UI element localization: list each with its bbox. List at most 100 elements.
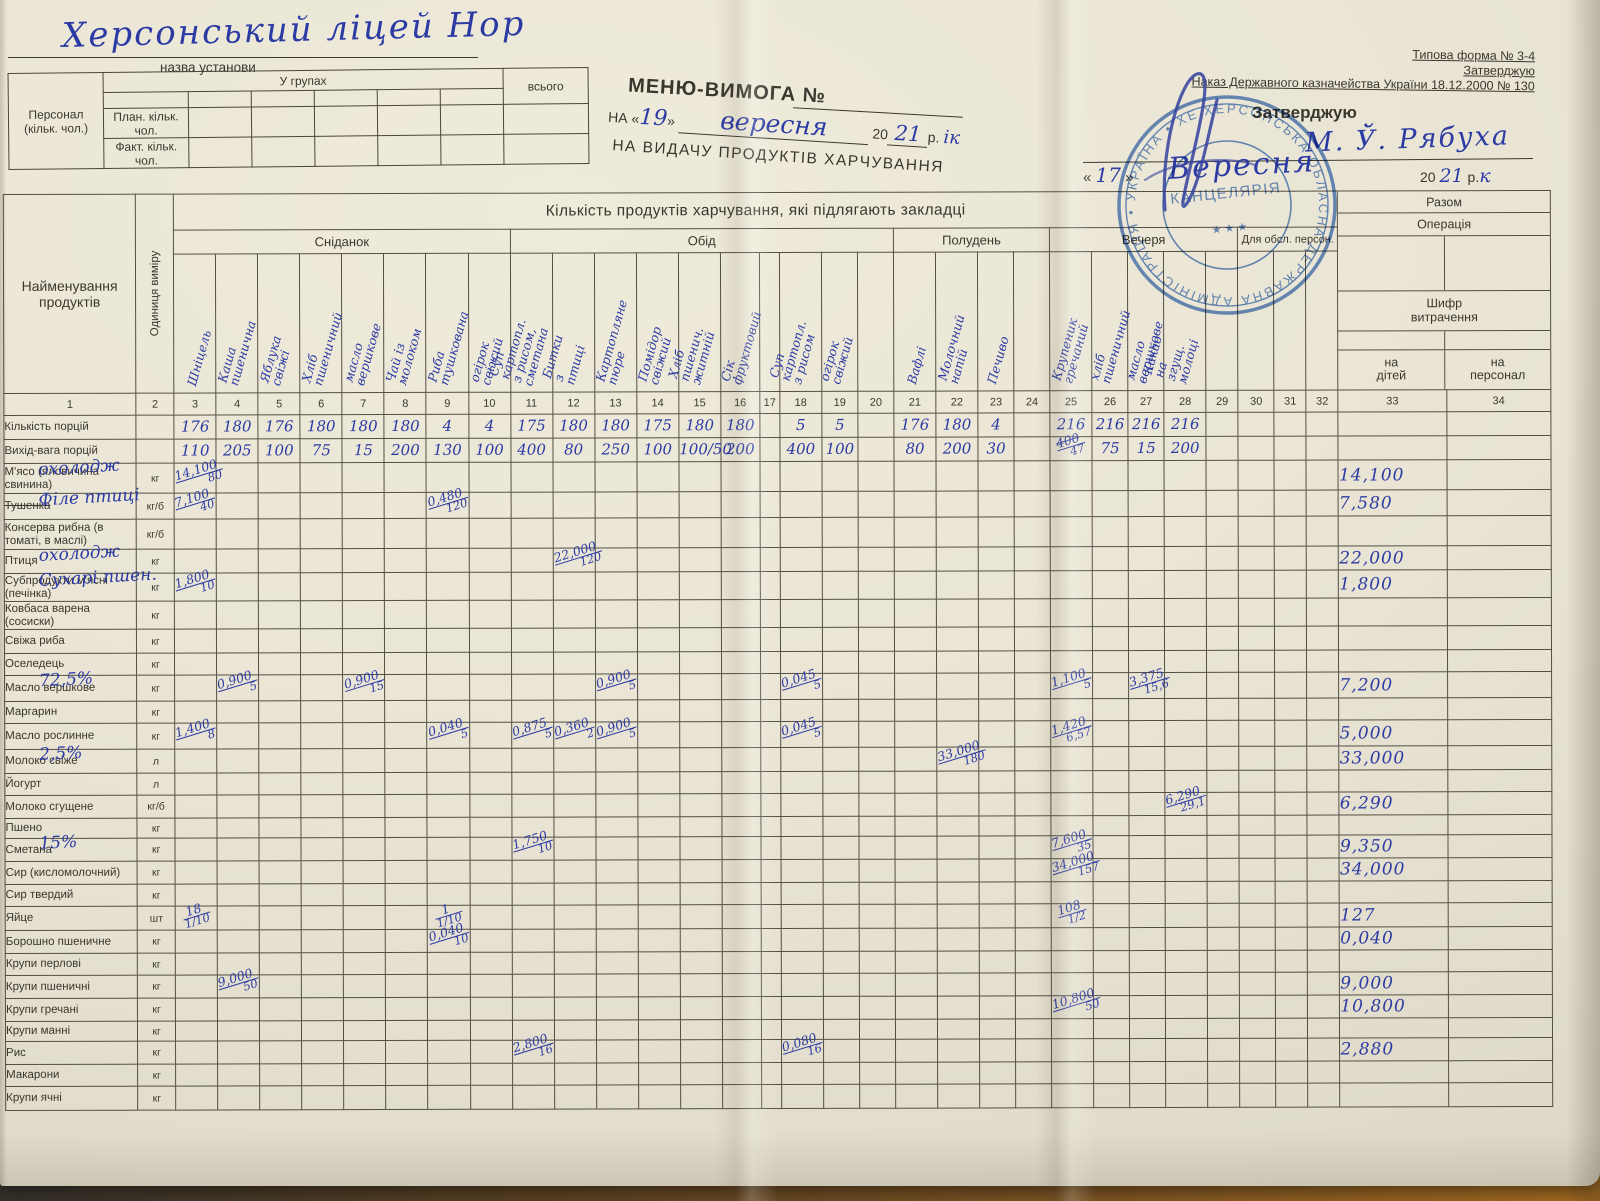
qty-cell <box>301 748 344 773</box>
qty-cell: 34,000 157 <box>1049 848 1101 882</box>
qty-cell <box>1306 672 1340 699</box>
total-children-cell <box>1338 649 1448 673</box>
qty-cell <box>779 461 823 492</box>
qty-cell <box>761 928 782 952</box>
qty-cell <box>680 1019 723 1040</box>
qty-cell <box>978 746 1015 771</box>
qty-cell <box>554 1084 597 1110</box>
qty-cell <box>761 904 782 929</box>
group-cell <box>377 89 441 106</box>
qty-cell <box>936 598 979 628</box>
product-row: Крупи ячні кг <box>5 1082 1553 1111</box>
qty-cell <box>1275 927 1308 951</box>
total-personnel-cell <box>1446 459 1552 490</box>
qty-cell <box>1239 950 1276 973</box>
qty-cell <box>1128 698 1165 721</box>
qty-cell <box>300 572 343 601</box>
qty-cell <box>595 859 638 883</box>
unit-cell: кг <box>137 998 176 1022</box>
qty-cell <box>978 698 1015 721</box>
qty-cell <box>979 815 1016 836</box>
total-personnel-cell <box>1447 649 1552 672</box>
qty-cell <box>469 1020 513 1041</box>
qty-cell <box>216 492 259 519</box>
qty-cell: 180 <box>384 414 427 439</box>
qty-cell <box>761 1062 782 1085</box>
issue-close-quote: » <box>666 112 676 129</box>
qty-cell <box>1165 881 1208 904</box>
qty-cell <box>511 628 554 653</box>
qty-cell <box>469 794 512 818</box>
total-value-handwritten: 127 <box>1340 904 1376 926</box>
qty-cell <box>1014 490 1051 517</box>
issue-month-handwritten: вересня <box>719 105 829 142</box>
qty-cell <box>936 815 980 837</box>
total-value-handwritten: 33,000 <box>1339 747 1406 769</box>
qty-cell: 108 1/2 <box>1051 896 1094 928</box>
qty-cell <box>1207 770 1240 793</box>
qty-cell <box>760 721 781 748</box>
qty-cell <box>637 816 680 837</box>
qty-cell <box>761 996 782 1020</box>
dish-column-header: Хліб пшеничний <box>298 253 345 393</box>
total-children-cell: 9,000 <box>1339 971 1448 996</box>
qty-cell <box>1207 815 1240 836</box>
product-label: Крупи ячні <box>5 1086 138 1111</box>
qty-cell <box>1206 626 1239 651</box>
total-personnel-cell <box>1448 1082 1553 1107</box>
qty-cell <box>859 928 896 952</box>
total-value-handwritten: 7,200 <box>1339 674 1394 696</box>
column-number: 18 <box>779 391 822 414</box>
qty-cell <box>1307 792 1340 816</box>
product-label: Сир твердий <box>5 884 138 907</box>
qty-cell <box>936 698 979 722</box>
qty-cell <box>470 1063 513 1086</box>
qty-cell <box>1275 720 1308 747</box>
qty-cell <box>1164 672 1207 699</box>
qty-cell <box>301 837 344 861</box>
qty-cell <box>858 816 895 837</box>
qty-cell <box>594 517 637 548</box>
qty-cell <box>1307 1018 1340 1039</box>
qty-cell <box>511 748 554 773</box>
qty-cell <box>823 1084 860 1109</box>
qty-cell <box>1015 835 1052 859</box>
total-header: всього <box>502 67 589 105</box>
qty-cell <box>937 881 980 905</box>
qty-cell <box>1129 770 1166 793</box>
issue-year-handwritten: 21 <box>893 120 923 147</box>
qty-cell <box>1307 698 1340 721</box>
qty-cell <box>1165 1083 1208 1108</box>
qty-cell <box>679 816 722 837</box>
qty-cell <box>1274 698 1308 721</box>
qty-cell <box>936 460 979 492</box>
qty-cell <box>979 995 1016 1019</box>
qty-cell <box>720 461 760 492</box>
qty-cell <box>342 518 385 549</box>
qty-cell <box>679 904 723 929</box>
qty-cell <box>174 652 217 676</box>
qty-cell <box>781 1084 824 1109</box>
qty-cell <box>175 794 218 819</box>
qty-cell <box>1093 835 1130 859</box>
qty-cell <box>1014 672 1051 699</box>
qty-cell <box>1308 1083 1341 1108</box>
unit-cell <box>136 415 175 440</box>
qty-cell <box>1129 995 1166 1019</box>
qty-cell <box>552 599 596 629</box>
qty-cell: 200 <box>720 437 760 462</box>
qty-cell <box>596 1084 639 1109</box>
qty-cell <box>427 997 470 1021</box>
qty-cell <box>1239 1083 1277 1108</box>
total-personnel-cell <box>1446 489 1552 516</box>
product-label: Сир (кисломолочний) <box>5 861 138 885</box>
qty-cell <box>469 722 512 749</box>
total-personnel-cell <box>1447 994 1553 1018</box>
qty-cell <box>637 627 680 652</box>
qty-cell <box>1238 490 1275 517</box>
total-children-cell: 1,800 <box>1338 569 1447 599</box>
qty-cell <box>637 904 680 929</box>
qty-cell <box>721 547 761 572</box>
total-value-handwritten: 6,290 <box>1339 793 1394 814</box>
dish-column-header: Чай із молоком <box>383 253 427 393</box>
